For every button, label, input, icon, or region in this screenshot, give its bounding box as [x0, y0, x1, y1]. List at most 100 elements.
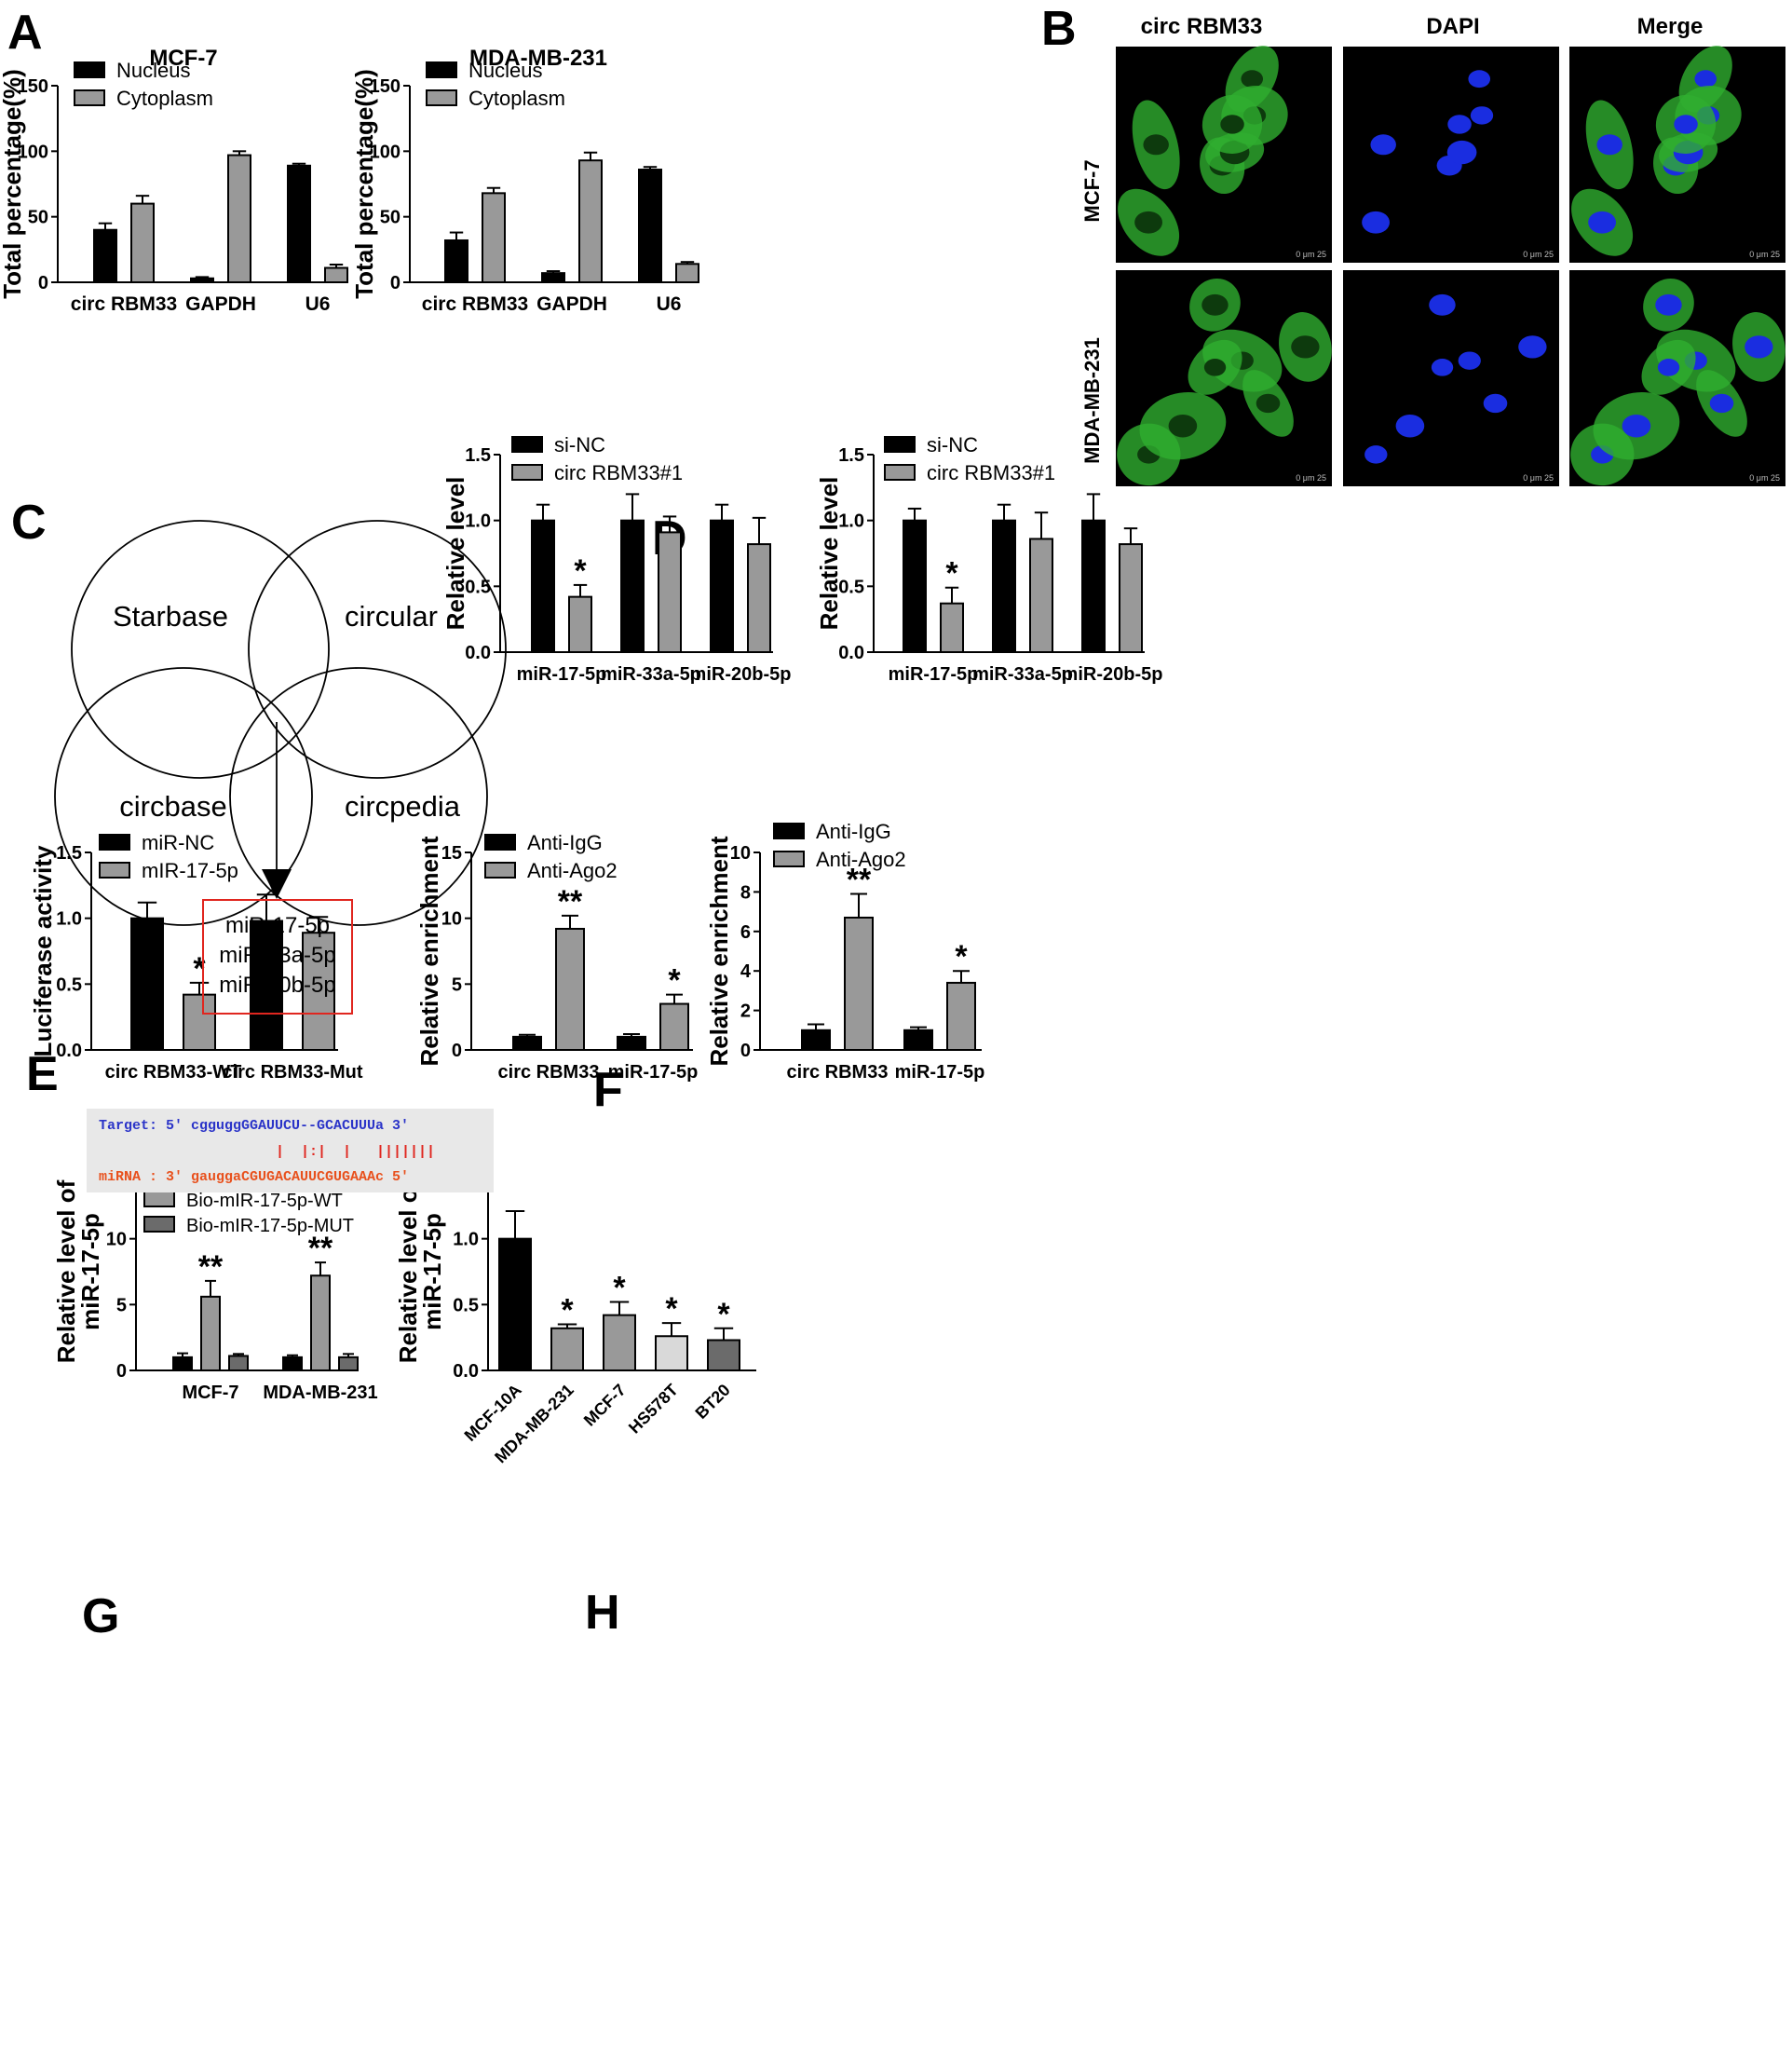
cell-nucleus: [1483, 393, 1508, 414]
y-tick-label: 8: [740, 882, 751, 903]
bar: [940, 602, 964, 653]
bar: [658, 531, 682, 653]
x-tick-label: miR-33a-5p: [972, 664, 1073, 685]
cell-nucleus-dark: [1256, 393, 1281, 414]
x-tick-label: GAPDH: [536, 293, 607, 315]
legend-label: Nucleus: [468, 59, 542, 82]
significance-mark: *: [574, 553, 587, 589]
cell-nucleus: [1588, 211, 1616, 234]
bar: [338, 1356, 359, 1372]
bar: [200, 1295, 221, 1372]
y-tick-label: 0: [390, 273, 400, 293]
venn-result-1: miR-17-5p: [225, 913, 330, 938]
sequence-mirna: miRNA : 3' gauggaCGUGACAUUCGUGAAAc 5': [99, 1169, 409, 1185]
y-tick-label: 0.5: [56, 974, 82, 995]
bar: [227, 154, 251, 283]
venn-arrowhead: [262, 869, 292, 899]
venn-circle-starbase: [71, 520, 330, 779]
y-axis-label: Total percentage(%): [350, 69, 378, 299]
y-tick-label: 0.0: [465, 643, 491, 663]
x-tick-label: circ RBM33: [498, 1062, 600, 1083]
scale-bar-label: 0 μm 25: [1523, 473, 1554, 483]
sequence-background: [87, 1109, 494, 1192]
bar: [903, 519, 927, 654]
micro-col-circ: circ RBM33: [1141, 14, 1263, 39]
bar: [675, 263, 699, 284]
legend-label: mIR-17-5p: [142, 859, 238, 882]
y-tick-label: 10: [441, 909, 462, 930]
y-axis-label: Relative level: [815, 477, 843, 631]
micro-col-merge: Merge: [1637, 14, 1704, 39]
venn-circle-circular: [248, 520, 507, 779]
panel-letter-f: F: [593, 1063, 623, 1117]
significance-mark: **: [198, 1249, 224, 1285]
y-tick-label: 1.5: [838, 445, 864, 466]
panel-letter-g: G: [82, 1589, 119, 1643]
significance-mark: *: [945, 556, 958, 592]
cell-nucleus: [1674, 115, 1698, 134]
legend-swatch: [484, 862, 516, 879]
legend-label: si-NC: [927, 433, 978, 456]
micrograph-tile: 0 μm 25: [1116, 46, 1332, 263]
scale-bar-label: 0 μm 25: [1523, 250, 1554, 259]
x-tick-label: miR-20b-5p: [690, 664, 792, 685]
bar: [190, 277, 214, 283]
bar: [541, 272, 565, 283]
bar: [228, 1355, 249, 1372]
y-axis-label: Relative level: [441, 477, 469, 631]
y-tick-label: 10: [106, 1230, 127, 1250]
y-axis-label: Relative enrichment: [415, 836, 443, 1066]
bar: [620, 519, 645, 654]
y-tick-label: 0: [38, 273, 48, 293]
legend-label: Cytoplasm: [468, 87, 565, 110]
bar: [659, 1002, 689, 1051]
panel-letter-e: E: [26, 1047, 59, 1101]
y-tick-label: 1.5: [465, 445, 491, 466]
y-axis-label-line1: Relative level of: [52, 1179, 80, 1363]
x-tick-label: MCF-7: [182, 1383, 238, 1403]
scale-bar-label: 0 μm 25: [1296, 473, 1326, 483]
bar: [578, 159, 603, 283]
bar: [498, 1237, 532, 1371]
y-tick-label: 150: [370, 76, 400, 97]
venn-label-circular: circular: [345, 600, 438, 633]
bar: [282, 1356, 303, 1372]
legend-swatch: [884, 464, 916, 481]
significance-mark: *: [193, 951, 206, 987]
bar: [183, 993, 216, 1052]
y-tick-label: 150: [18, 76, 48, 97]
legend-swatch: [884, 436, 916, 453]
y-tick-label: 100: [18, 142, 48, 162]
legend-label: Bio-mIR-17-5p-WT: [186, 1191, 343, 1211]
legend-swatch: [511, 464, 543, 481]
bar: [444, 238, 468, 283]
legend-label: Anti-IgG: [816, 820, 891, 843]
x-tick-label: MCF-7: [580, 1381, 630, 1430]
bar: [130, 202, 155, 284]
y-tick-label: 1.0: [56, 909, 82, 930]
cell-nucleus-dark: [1168, 414, 1198, 438]
y-tick-label: 0: [740, 1041, 751, 1061]
significance-mark: *: [665, 1291, 678, 1327]
significance-mark: *: [561, 1293, 574, 1328]
scale-bar-label: 0 μm 25: [1749, 473, 1780, 483]
cell-nucleus-dark: [1220, 115, 1244, 134]
scale-bar-label: 0 μm 25: [1749, 250, 1780, 259]
y-tick-label: 0.5: [465, 577, 491, 597]
y-axis-label-line2: miR-17-5p: [76, 1213, 104, 1330]
y-tick-label: 1.0: [465, 511, 491, 532]
x-tick-label: miR-17-5p: [608, 1062, 699, 1083]
x-tick-label: miR-17-5p: [517, 664, 607, 685]
legend-swatch: [143, 1191, 175, 1207]
cell-nucleus-dark: [1201, 293, 1229, 316]
significance-mark: *: [955, 939, 968, 974]
bar: [638, 169, 662, 284]
bar: [287, 164, 311, 284]
y-tick-label: 15: [441, 843, 462, 864]
bar: [250, 920, 283, 1052]
cell-nucleus: [1431, 359, 1454, 376]
cell-nucleus: [1655, 293, 1682, 316]
bar: [568, 595, 592, 654]
